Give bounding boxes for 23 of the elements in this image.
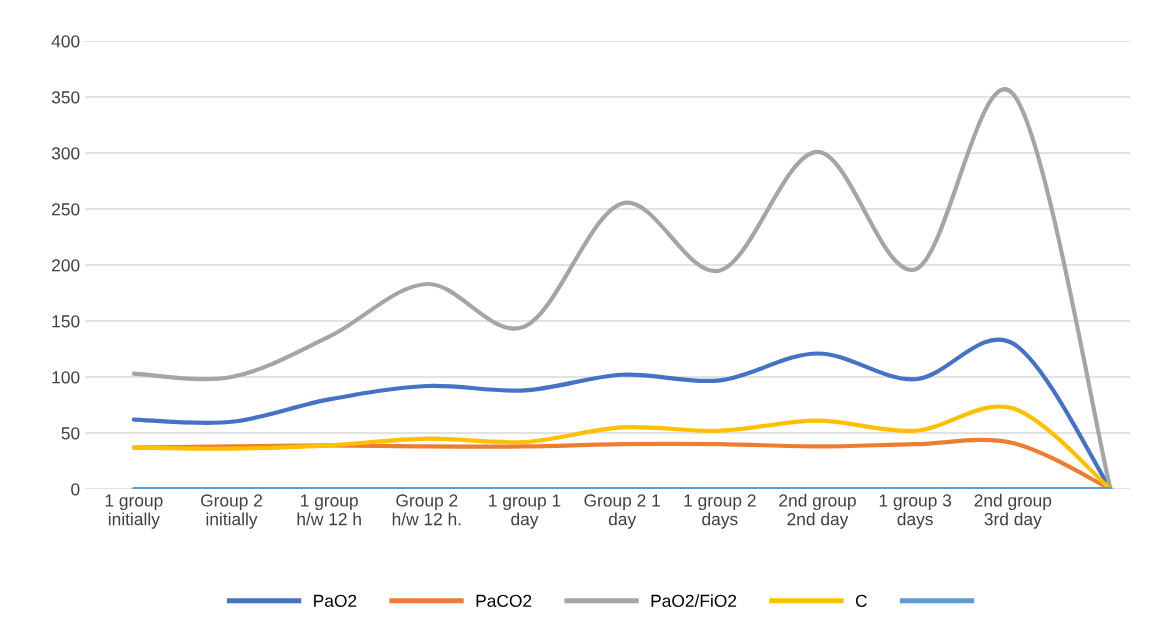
y-tick-label: 400 [51, 35, 80, 48]
y-tick-label: 150 [52, 315, 80, 328]
x-tick-label: Group 2 h/w 12 h. [392, 494, 461, 526]
x-tick-label: 1 group 3 days [879, 494, 952, 529]
y-tick-label: 200 [52, 259, 80, 272]
y-tick-label: 0 [71, 483, 80, 496]
legend-label: C [855, 594, 867, 607]
legend-label: PaO2/FiO2 [651, 594, 737, 607]
x-tick-label: 1 group h/w 12 h [297, 494, 361, 526]
y-tick-label: 300 [51, 147, 80, 160]
y-tick-label: 350 [51, 91, 80, 104]
x-tick-label: Group 2 initially [201, 494, 262, 529]
x-tick-label: 2nd group 3rd day [974, 493, 1052, 529]
legend-label: PaO2 [314, 594, 357, 607]
x-tick-label: 1 group initially [105, 494, 163, 529]
y-tick-label: 100 [52, 371, 80, 384]
x-tick-label: 1 group 2 days [684, 494, 756, 529]
y-tick-label: 50 [61, 427, 80, 440]
x-tick-label: 1 group 1 day [489, 494, 561, 529]
x-tick-label: Group 2 1 day [584, 494, 660, 529]
x-tick-label: 2nd group 2nd day [779, 493, 856, 529]
legend-label: PaCO2 [476, 594, 532, 607]
y-tick-label: 250 [52, 203, 80, 216]
